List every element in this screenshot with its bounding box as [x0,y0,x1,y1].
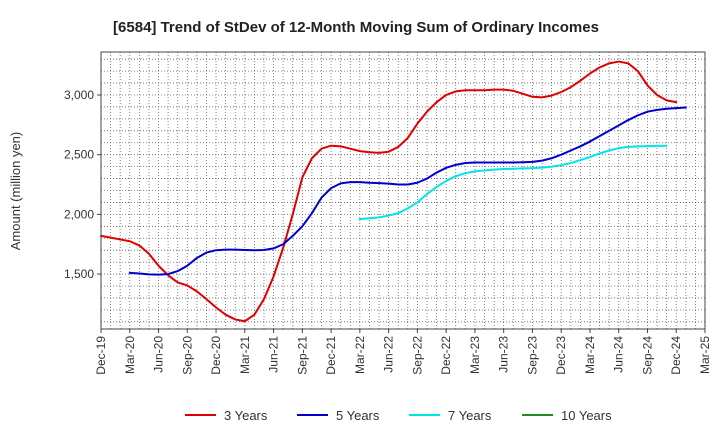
series-line-3-years [100,60,678,323]
x-tick-label: Mar-25 [698,336,712,374]
y-tick-label: 2,500 [64,148,94,162]
legend-label-5-years: 5 Years [336,408,380,423]
y-tick-label: 3,000 [64,88,94,102]
y-axis-ticks: 1,500 2,000 2,500 3,000 [64,88,101,281]
x-tick-label: Mar-23 [468,336,482,374]
x-tick-label: Sep-20 [180,336,194,375]
x-tick-label: Sep-22 [410,336,424,375]
legend-label-7-years: 7 Years [448,408,492,423]
legend-label-10-years: 10 Years [561,408,612,423]
x-tick-label: Jun-21 [267,336,281,373]
x-tick-label: Sep-21 [295,336,309,375]
x-tick-label: Jun-23 [497,336,511,373]
chart-title: [6584] Trend of StDev of 12-Month Moving… [113,19,599,36]
x-tick-label: Mar-21 [238,336,252,374]
x-tick-label: Mar-22 [353,336,367,374]
legend-label-3-years: 3 Years [224,408,268,423]
x-tick-label: Dec-22 [439,336,453,375]
series-line-7-years [358,144,668,221]
grid-lines [101,52,705,329]
x-tick-label: Dec-20 [209,336,223,375]
x-tick-label: Jun-24 [612,336,626,373]
y-tick-label: 2,000 [64,207,94,221]
x-tick-label: Sep-23 [525,336,539,375]
x-tick-label: Jun-20 [152,336,166,373]
x-tick-label: Mar-24 [583,336,597,374]
x-tick-label: Dec-19 [94,336,108,375]
x-axis-ticks: Dec-19 Mar-20 Jun-20 Sep-20 Dec-20 Mar-21 Jun-… [94,329,712,375]
plot-area-frame [100,51,706,330]
x-tick-label: Dec-23 [554,336,568,375]
x-tick-label: Sep-24 [640,336,654,375]
x-tick-label: Mar-20 [123,336,137,374]
legend: 3 Years 5 Years 7 Years 10 Years [185,408,612,423]
x-tick-label: Dec-21 [324,336,338,375]
series-lines [100,60,687,323]
series-line-5-years [128,106,687,276]
y-axis-label: Amount (million yen) [8,132,23,251]
y-tick-label: 1,500 [64,267,94,281]
x-tick-label: Dec-24 [669,336,683,375]
x-tick-label: Jun-22 [382,336,396,373]
